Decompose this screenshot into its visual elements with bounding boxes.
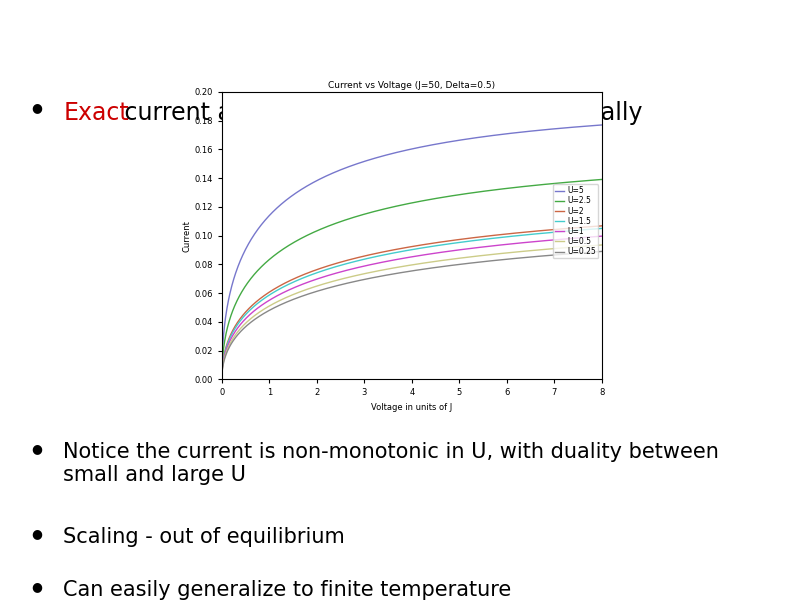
Line: U=0.25: U=0.25 xyxy=(222,252,602,376)
U=2 xyxy=(459,235,469,242)
U=0.25 xyxy=(438,263,447,271)
Line: U=2: U=2 xyxy=(222,226,602,376)
U=0.5 xyxy=(597,241,607,248)
U=1.5 xyxy=(505,233,515,240)
Legend: U=5, U=2.5, U=2, U=1.5, U=1, U=0.5, U=0.25: U=5, U=2.5, U=2, U=1.5, U=1, U=0.5, U=0.… xyxy=(553,184,598,258)
U=1 xyxy=(597,233,607,240)
U=0.25 xyxy=(240,324,249,331)
U=5 xyxy=(240,247,249,254)
U=1 xyxy=(240,316,249,323)
Text: Can easily generalize to finite temperature: Can easily generalize to finite temperat… xyxy=(63,580,512,600)
Line: U=2.5: U=2.5 xyxy=(222,179,602,374)
Y-axis label: Current: Current xyxy=(182,220,192,252)
Text: ●: ● xyxy=(32,580,43,593)
U=0.25 xyxy=(544,252,554,259)
Text: current as a function of Voltage numerically: current as a function of Voltage numeric… xyxy=(117,101,643,125)
Title: Current vs Voltage (J=50, Delta=0.5): Current vs Voltage (J=50, Delta=0.5) xyxy=(328,81,496,89)
U=0.25 xyxy=(217,373,227,380)
U=2.5 xyxy=(217,370,227,378)
U=5 xyxy=(217,368,227,375)
Line: U=1.5: U=1.5 xyxy=(222,228,602,376)
U=1.5 xyxy=(597,225,607,232)
X-axis label: Voltage in units of J: Voltage in units of J xyxy=(371,403,452,412)
U=0.5 xyxy=(217,373,227,380)
U=2.5 xyxy=(447,192,457,200)
U=2.5 xyxy=(597,176,607,183)
U=1.5 xyxy=(240,312,249,319)
U=0.5 xyxy=(438,256,447,264)
U=2 xyxy=(217,372,227,379)
U=2 xyxy=(240,309,249,316)
U=2 xyxy=(505,230,515,237)
U=0.25 xyxy=(447,261,457,269)
Line: U=1: U=1 xyxy=(222,236,602,376)
U=5 xyxy=(505,130,515,137)
U=0.5 xyxy=(459,254,469,261)
U=2 xyxy=(544,226,554,234)
U=1 xyxy=(544,237,554,244)
U=2.5 xyxy=(459,190,469,198)
Text: ●: ● xyxy=(32,527,43,540)
U=1.5 xyxy=(544,229,554,236)
U=2 xyxy=(597,222,607,230)
U=1.5 xyxy=(447,240,457,247)
U=1 xyxy=(459,245,469,253)
U=0.25 xyxy=(505,255,515,263)
U=0.5 xyxy=(544,245,554,253)
Text: Notice the current is non-monotonic in U, with duality between
small and large U: Notice the current is non-monotonic in U… xyxy=(63,442,719,485)
U=0.5 xyxy=(505,249,515,256)
U=1 xyxy=(447,247,457,255)
U=2.5 xyxy=(240,283,249,290)
U=2.5 xyxy=(438,193,447,201)
U=2 xyxy=(447,237,457,244)
Text: IRL: Current vs. Voltage: IRL: Current vs. Voltage xyxy=(116,18,676,61)
U=5 xyxy=(544,125,554,133)
Line: U=5: U=5 xyxy=(222,125,602,371)
Text: Scaling - out of equilibrium: Scaling - out of equilibrium xyxy=(63,527,345,547)
U=5 xyxy=(438,140,447,147)
U=2.5 xyxy=(505,184,515,192)
U=2 xyxy=(438,238,447,245)
U=0.5 xyxy=(447,255,457,263)
U=1.5 xyxy=(459,238,469,245)
U=0.25 xyxy=(597,248,607,255)
U=0.25 xyxy=(459,260,469,267)
Line: U=0.5: U=0.5 xyxy=(222,245,602,376)
U=5 xyxy=(447,138,457,145)
U=1.5 xyxy=(217,372,227,379)
U=5 xyxy=(459,136,469,143)
U=1.5 xyxy=(438,241,447,248)
U=2.5 xyxy=(544,181,554,188)
U=1 xyxy=(438,248,447,256)
Text: ●: ● xyxy=(32,442,43,455)
U=1 xyxy=(217,373,227,380)
U=0.5 xyxy=(240,320,249,327)
U=5 xyxy=(597,121,607,129)
Text: Exact: Exact xyxy=(63,101,129,125)
Text: ●: ● xyxy=(32,101,43,114)
U=1 xyxy=(505,241,515,248)
